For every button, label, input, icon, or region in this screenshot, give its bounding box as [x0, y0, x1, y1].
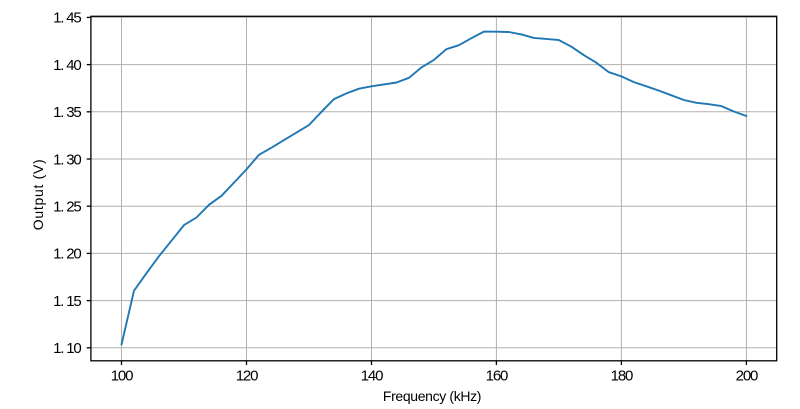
svg-text:1. 30: 1. 30 [53, 151, 81, 168]
svg-text:180: 180 [611, 368, 633, 385]
svg-text:1. 45: 1. 45 [53, 10, 81, 27]
svg-text:1. 10: 1. 10 [53, 340, 81, 357]
svg-text:1. 35: 1. 35 [53, 104, 81, 121]
svg-text:120: 120 [236, 368, 258, 385]
svg-text:Frequency (kHz): Frequency (kHz) [383, 388, 481, 404]
svg-text:200: 200 [736, 368, 758, 385]
svg-text:Output (V): Output (V) [30, 159, 46, 231]
svg-text:1. 20: 1. 20 [53, 246, 81, 263]
svg-text:140: 140 [361, 368, 383, 385]
svg-text:1. 40: 1. 40 [53, 57, 81, 74]
svg-text:1. 15: 1. 15 [53, 293, 81, 310]
svg-text:160: 160 [486, 368, 508, 385]
svg-text:100: 100 [111, 368, 133, 385]
svg-text:1. 25: 1. 25 [53, 199, 81, 216]
